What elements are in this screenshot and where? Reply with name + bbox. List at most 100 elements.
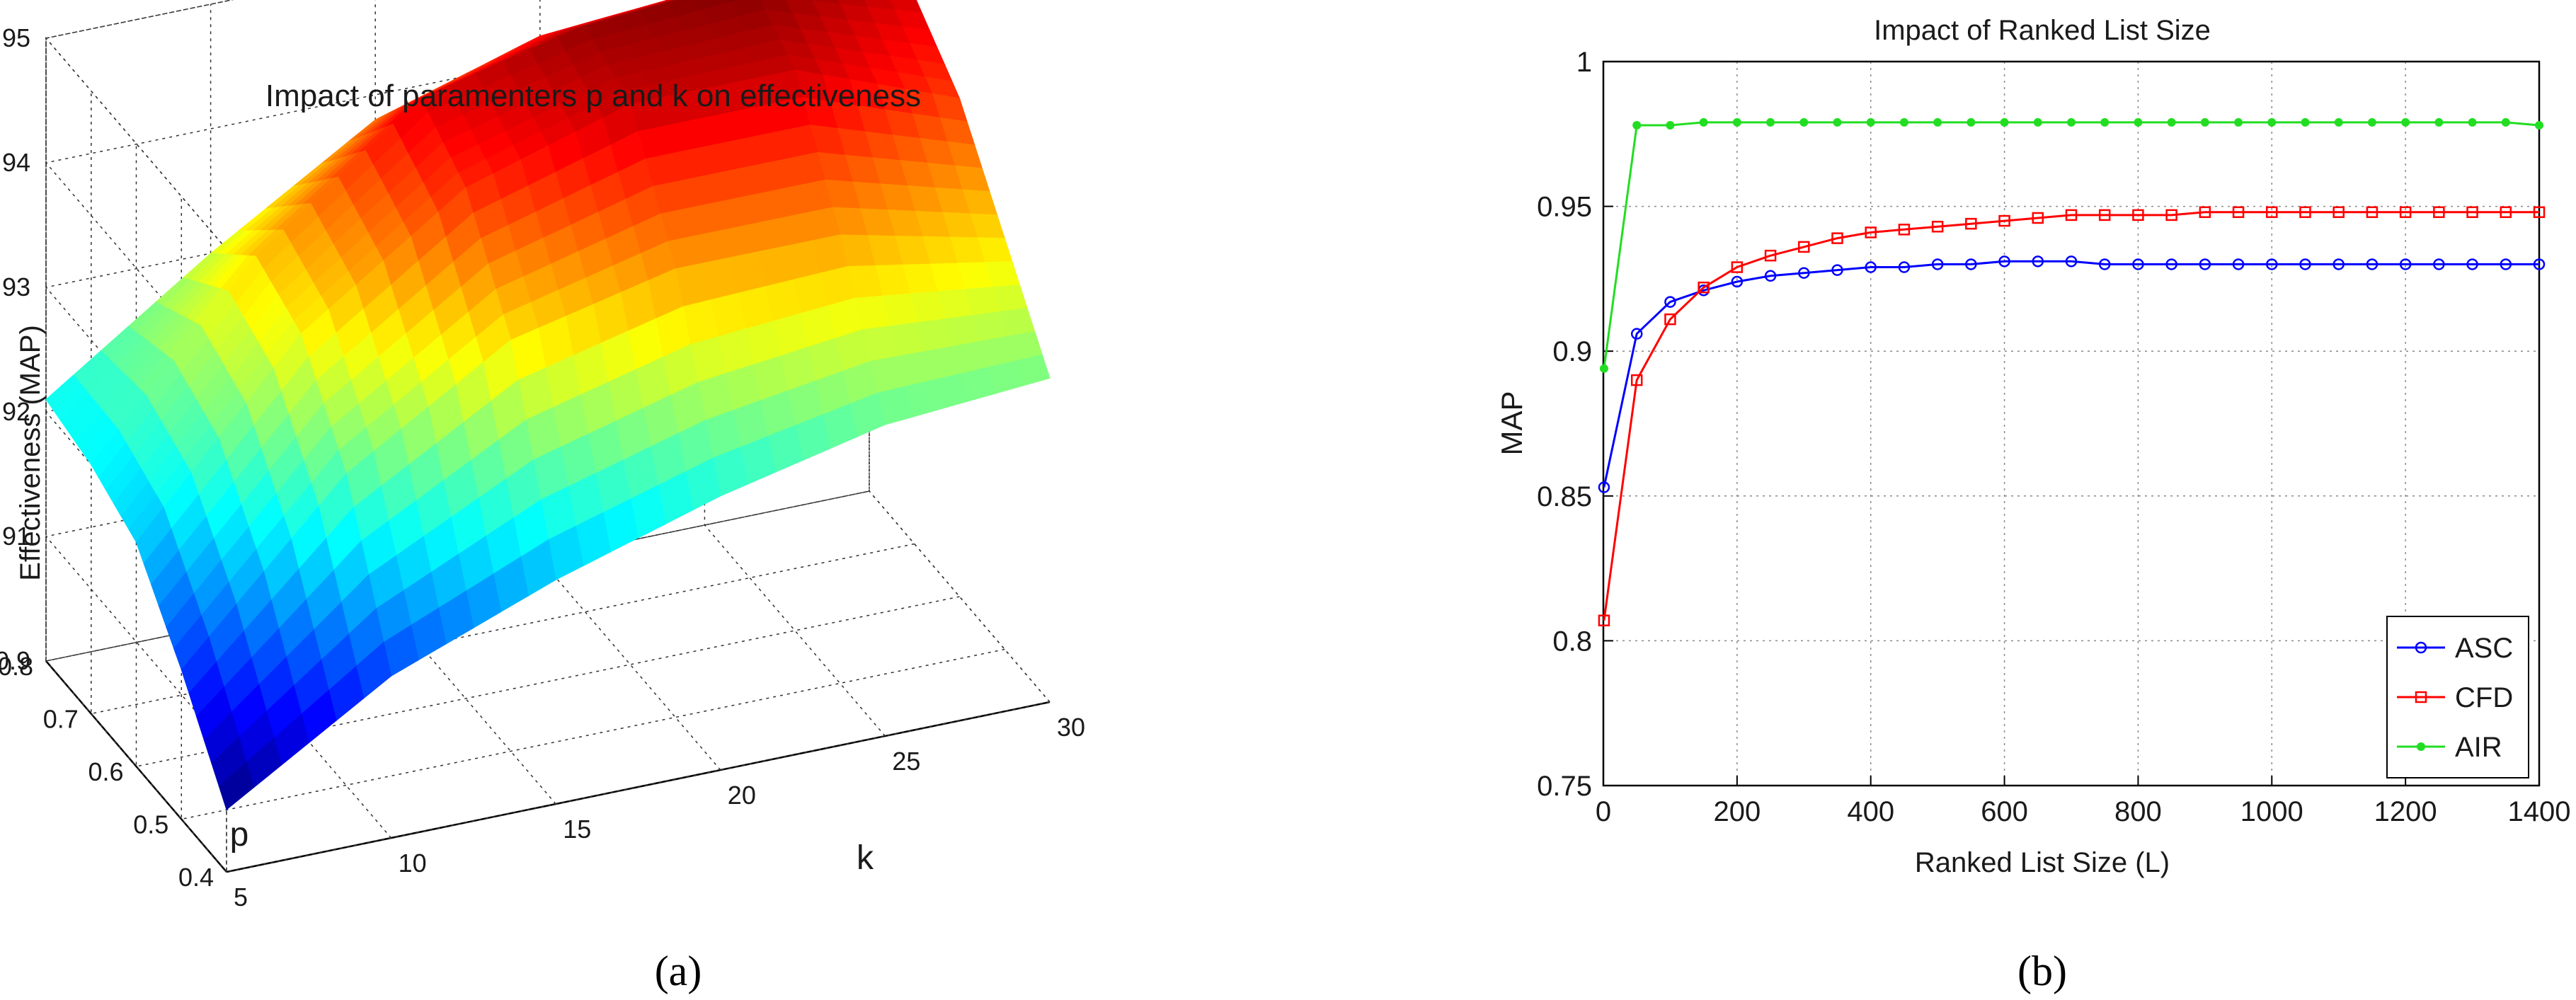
- series-air-point: [1699, 117, 1708, 127]
- surface-patch: [218, 762, 255, 810]
- series-air-point: [2501, 117, 2510, 127]
- series-asc-point: [2299, 258, 2311, 270]
- x-tick-label: 600: [1981, 796, 2028, 827]
- series-cfd-point: [1831, 232, 1843, 244]
- series-asc-point: [2199, 258, 2211, 270]
- y-tick-label: 0.95: [1537, 192, 1592, 223]
- series-cfd-point: [1898, 224, 1911, 236]
- y-tick-label: 0.75: [1537, 771, 1592, 802]
- series-asc-point: [2132, 258, 2144, 270]
- surface-mesh: [45, 0, 1051, 810]
- surface-plot-tick-labels: 0.9 0.91 0.92 0.93 0.94 0.95 0.4 0.5 0.6 0.7 0.8 5 1…: [0, 23, 1085, 912]
- series-cfd-point: [2266, 206, 2278, 219]
- p-axis-line: [45, 660, 227, 873]
- p-tick-label: 0.8: [0, 652, 33, 681]
- p-tick-label: 0.5: [133, 810, 168, 839]
- series-air-point: [2200, 117, 2209, 127]
- series-asc-point: [1998, 255, 2010, 268]
- line-chart-title: Impact of Ranked List Size: [1874, 15, 2211, 46]
- series-cfd-point: [2332, 206, 2345, 219]
- k-tick-label: 5: [234, 883, 248, 912]
- series-air-point: [2334, 117, 2343, 127]
- caption-b: (b): [2017, 948, 2067, 994]
- series-air-point: [2067, 117, 2076, 127]
- series-asc: [1598, 255, 2546, 493]
- x-tick-label: 0: [1596, 796, 1611, 827]
- z-tick-label: 0.9: [0, 646, 30, 675]
- z-tick-label: 0.91: [0, 522, 30, 551]
- series-cfd-point: [2132, 209, 2144, 222]
- series-cfd-point: [2366, 206, 2378, 219]
- series-cfd-point: [1798, 241, 1810, 253]
- series-asc-point: [2433, 258, 2445, 270]
- series-cfd-point: [2199, 206, 2211, 219]
- x-tick-label: 1200: [2374, 796, 2437, 827]
- series-air-point: [2033, 117, 2042, 127]
- series-air-point: [2367, 117, 2376, 127]
- y-tick-label: 0.8: [1552, 626, 1592, 657]
- line-chart-y-axis-label: MAP: [1495, 391, 1528, 455]
- series-air-point: [1599, 364, 1608, 373]
- series-air: [1599, 117, 2543, 373]
- series-asc-point: [1831, 264, 1843, 276]
- series-air-point: [1766, 117, 1775, 127]
- series-air-point: [2234, 117, 2243, 127]
- surface-plot-p-axis-label: p: [230, 816, 249, 854]
- series-cfd-point: [2433, 206, 2445, 219]
- series-air-line: [1603, 121, 2540, 369]
- z-tick-label: 0.94: [0, 148, 30, 177]
- series-asc-point: [1630, 328, 1643, 340]
- series-asc-point: [2232, 258, 2245, 270]
- series-asc-point: [2098, 258, 2111, 270]
- series-asc-point: [1798, 267, 1810, 279]
- series-air-point: [1933, 117, 1942, 127]
- line-chart-panel: 0 200 400 600 800 1000 1200 1400 0.75 0.8 0.85 0.9 0…: [1495, 15, 2570, 994]
- series-asc-point: [1731, 275, 1744, 288]
- p-tick-label: 0.4: [178, 863, 214, 892]
- series-cfd-point: [1698, 281, 1710, 294]
- series-cfd-point: [2165, 209, 2177, 222]
- series-cfd-line: [1603, 211, 2539, 621]
- series-asc-point: [1598, 481, 1610, 493]
- series-cfd-point: [2299, 206, 2311, 219]
- k-tick-label: 20: [728, 781, 756, 810]
- line-chart-series: [1598, 117, 2546, 627]
- legend: ASC CFD AIR: [2386, 616, 2529, 778]
- x-tick-label: 400: [1847, 796, 1894, 827]
- z-tick-label: 0.92: [0, 397, 30, 426]
- series-air-point: [1732, 117, 1741, 127]
- series-asc-point: [2399, 258, 2412, 270]
- series-air-point: [1899, 117, 1908, 127]
- series-cfd-point: [1865, 226, 1877, 238]
- legend-marker-air: [2417, 742, 2425, 751]
- series-air-point: [1632, 121, 1642, 130]
- series-air-point: [2468, 117, 2477, 127]
- series-cfd: [1598, 206, 2546, 627]
- series-cfd-point: [1731, 261, 1744, 273]
- series-air-point: [2535, 121, 2543, 130]
- y-tick-label: 1: [1576, 47, 1592, 78]
- series-air-point: [2167, 117, 2176, 127]
- series-asc-point: [2165, 258, 2177, 270]
- x-tick-label: 800: [2114, 796, 2162, 827]
- surface-plot-panel: 0.9 0.91 0.92 0.93 0.94 0.95 0.4 0.5 0.6 0.7 0.8 5 1…: [0, 0, 1085, 994]
- k-tick-label: 10: [399, 849, 427, 878]
- series-cfd-point: [1598, 614, 1610, 627]
- series-asc-point: [1664, 296, 1676, 308]
- series-cfd-point: [1931, 220, 1944, 233]
- line-chart-x-axis-label: Ranked List Size (L): [1915, 847, 2170, 878]
- k-tick-label: 15: [563, 815, 591, 844]
- series-air-point: [2401, 117, 2410, 127]
- series-air-point: [2000, 117, 2009, 127]
- series-air-point: [2434, 117, 2444, 127]
- series-asc-point: [1965, 258, 1977, 270]
- series-air-point: [1799, 117, 1809, 127]
- surface-plot-title: Impact of paramenters p and k on effecti…: [265, 79, 921, 113]
- k-tick-label: 25: [892, 747, 920, 776]
- series-asc-point: [2533, 258, 2546, 270]
- series-air-point: [2267, 117, 2277, 127]
- series-air-point: [2301, 117, 2310, 127]
- series-asc-point: [1898, 261, 1911, 273]
- p-tick-label: 0.7: [43, 705, 79, 734]
- line-chart-plot-frame: [1602, 60, 2541, 787]
